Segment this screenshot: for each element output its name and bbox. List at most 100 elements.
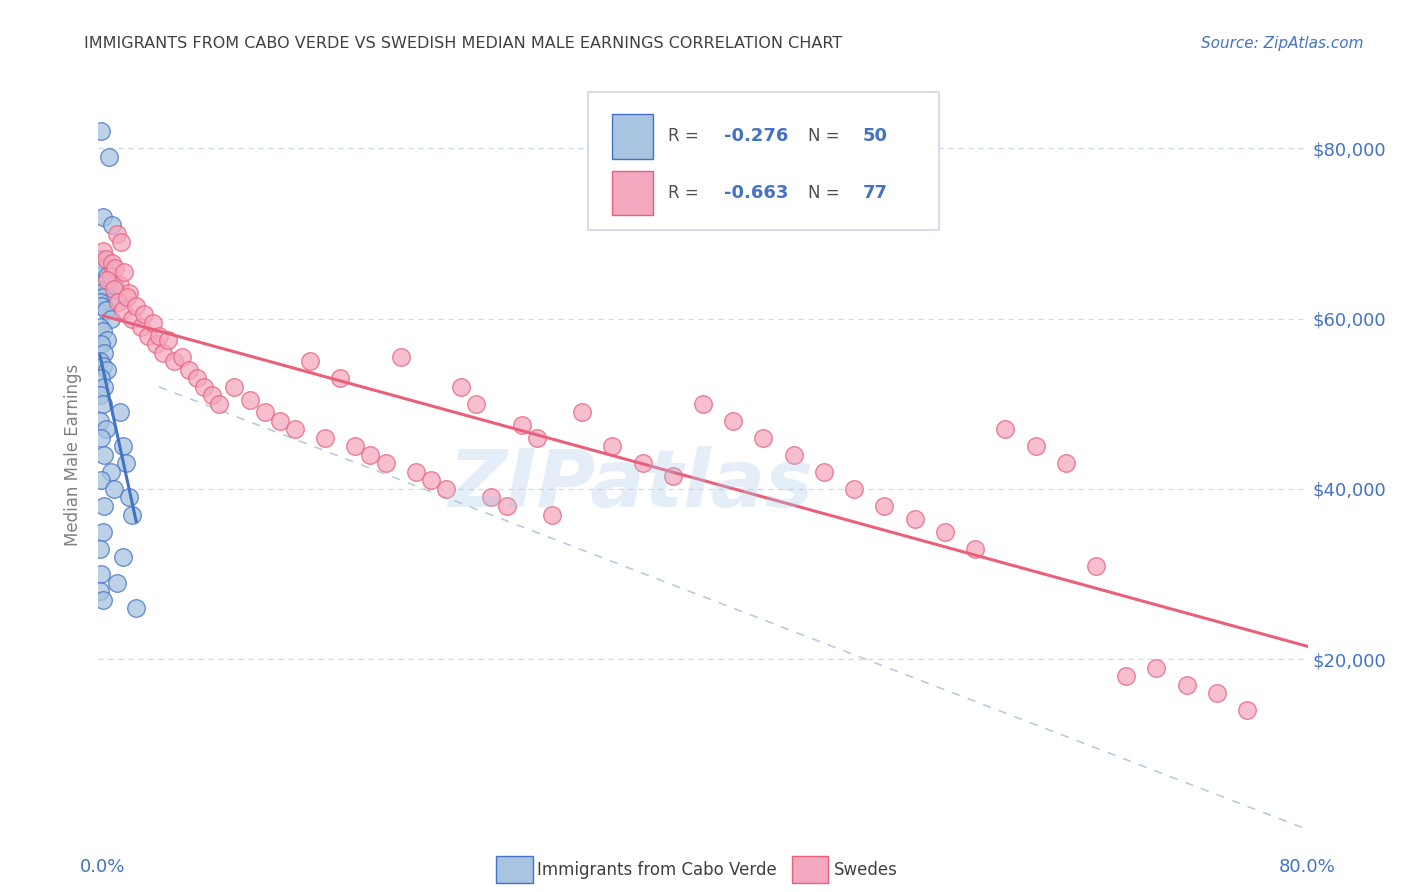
Point: [91, 397, 114, 411]
Point: [103, 282, 125, 296]
Point: [91, 325, 114, 339]
Point: [98, 294, 121, 309]
Point: [434, 482, 457, 496]
Point: [510, 418, 533, 433]
Point: [148, 328, 170, 343]
Point: [111, 439, 134, 453]
Point: [90, 299, 112, 313]
Point: [374, 457, 396, 471]
Point: [723, 414, 745, 428]
Point: [91, 210, 114, 224]
Point: [96, 273, 118, 287]
Point: [752, 431, 775, 445]
Point: [145, 337, 167, 351]
Point: [142, 316, 165, 330]
Point: [90, 567, 112, 582]
Point: [904, 512, 927, 526]
Point: [284, 422, 307, 436]
Point: [89, 541, 111, 556]
Point: [163, 354, 186, 368]
Point: [526, 431, 548, 445]
Point: [89, 252, 111, 266]
Point: [94, 422, 117, 436]
Point: [107, 294, 129, 309]
Point: [96, 363, 118, 377]
Point: [90, 277, 112, 292]
Text: Swedes: Swedes: [834, 861, 897, 879]
Point: [344, 439, 367, 453]
Point: [94, 282, 117, 296]
Point: [90, 371, 112, 385]
Point: [114, 457, 136, 471]
FancyBboxPatch shape: [613, 114, 654, 159]
Point: [90, 337, 112, 351]
Point: [465, 397, 488, 411]
Point: [96, 269, 118, 284]
Text: Source: ZipAtlas.com: Source: ZipAtlas.com: [1201, 36, 1364, 51]
Point: [571, 405, 593, 419]
Point: [201, 388, 224, 402]
Point: [108, 277, 131, 292]
Y-axis label: Median Male Earnings: Median Male Earnings: [65, 364, 83, 546]
Point: [873, 499, 896, 513]
Point: [934, 524, 956, 539]
Point: [132, 307, 155, 322]
Point: [89, 286, 111, 301]
Point: [103, 277, 125, 292]
Point: [186, 371, 208, 385]
Point: [170, 350, 193, 364]
Point: [495, 499, 517, 513]
Text: 50: 50: [863, 128, 887, 145]
Text: -0.276: -0.276: [724, 128, 787, 145]
Point: [115, 290, 138, 304]
FancyBboxPatch shape: [588, 92, 939, 230]
Point: [101, 256, 124, 270]
Point: [93, 380, 115, 394]
Point: [125, 601, 148, 615]
Point: [1024, 439, 1046, 453]
Point: [89, 354, 111, 368]
Point: [93, 499, 115, 513]
Point: [156, 333, 179, 347]
Point: [360, 448, 382, 462]
Text: 0.0%: 0.0%: [80, 858, 125, 876]
Text: Immigrants from Cabo Verde: Immigrants from Cabo Verde: [537, 861, 778, 879]
Point: [100, 465, 122, 479]
Point: [111, 550, 134, 565]
Point: [118, 491, 141, 505]
Point: [110, 235, 132, 249]
Point: [103, 482, 125, 496]
Point: [105, 575, 128, 590]
FancyBboxPatch shape: [613, 170, 654, 215]
Point: [239, 392, 262, 407]
Point: [89, 294, 111, 309]
Text: N =: N =: [808, 184, 845, 202]
Point: [389, 350, 412, 364]
Text: -0.663: -0.663: [724, 184, 787, 202]
Text: 80.0%: 80.0%: [1279, 858, 1336, 876]
Point: [994, 422, 1017, 436]
Point: [89, 388, 111, 402]
Point: [90, 431, 112, 445]
Point: [90, 474, 112, 488]
Point: [112, 265, 135, 279]
Point: [91, 290, 114, 304]
Point: [299, 354, 322, 368]
Point: [329, 371, 352, 385]
Point: [1144, 661, 1167, 675]
Point: [631, 457, 654, 471]
Point: [89, 414, 111, 428]
Point: [540, 508, 562, 522]
Point: [1175, 678, 1198, 692]
Point: [965, 541, 987, 556]
Point: [91, 524, 114, 539]
Point: [405, 465, 427, 479]
Point: [98, 150, 121, 164]
Point: [121, 311, 143, 326]
Point: [118, 286, 141, 301]
Point: [91, 359, 114, 373]
Text: R =: R =: [668, 184, 704, 202]
Point: [450, 380, 472, 394]
Point: [152, 345, 174, 359]
Point: [783, 448, 806, 462]
